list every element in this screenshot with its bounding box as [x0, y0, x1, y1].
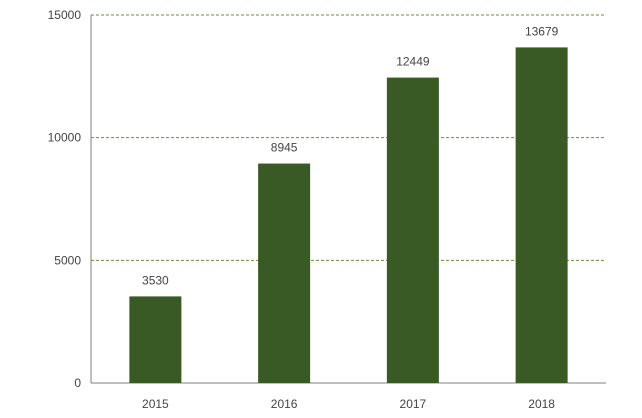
data-label-2016: 8945: [271, 141, 298, 155]
x-tick-label-2017: 2017: [400, 397, 427, 411]
bar-2018: [515, 47, 568, 383]
data-labels: 3530 8945 12449 13679: [142, 24, 559, 287]
data-label-2017: 12449: [396, 55, 430, 69]
x-tick-labels: 2015 2016 2017 2018: [142, 397, 555, 411]
y-tick-label-5000: 5000: [54, 253, 81, 267]
gridlines: [91, 14, 606, 261]
bar-2017: [386, 77, 439, 383]
y-tick-labels: 0 5000 10000 15000: [48, 8, 82, 390]
x-tick-label-2018: 2018: [528, 397, 555, 411]
y-tick-label-15000: 15000: [48, 8, 82, 22]
y-tick-label-0: 0: [74, 376, 81, 390]
data-label-2018: 13679: [525, 24, 559, 38]
data-label-2015: 3530: [142, 273, 169, 287]
x-tick-label-2016: 2016: [271, 397, 298, 411]
bars: [129, 47, 568, 383]
bar-2016: [258, 163, 311, 383]
bar-2015: [129, 296, 182, 383]
y-tick-label-10000: 10000: [48, 131, 82, 145]
x-tick-label-2015: 2015: [142, 397, 169, 411]
